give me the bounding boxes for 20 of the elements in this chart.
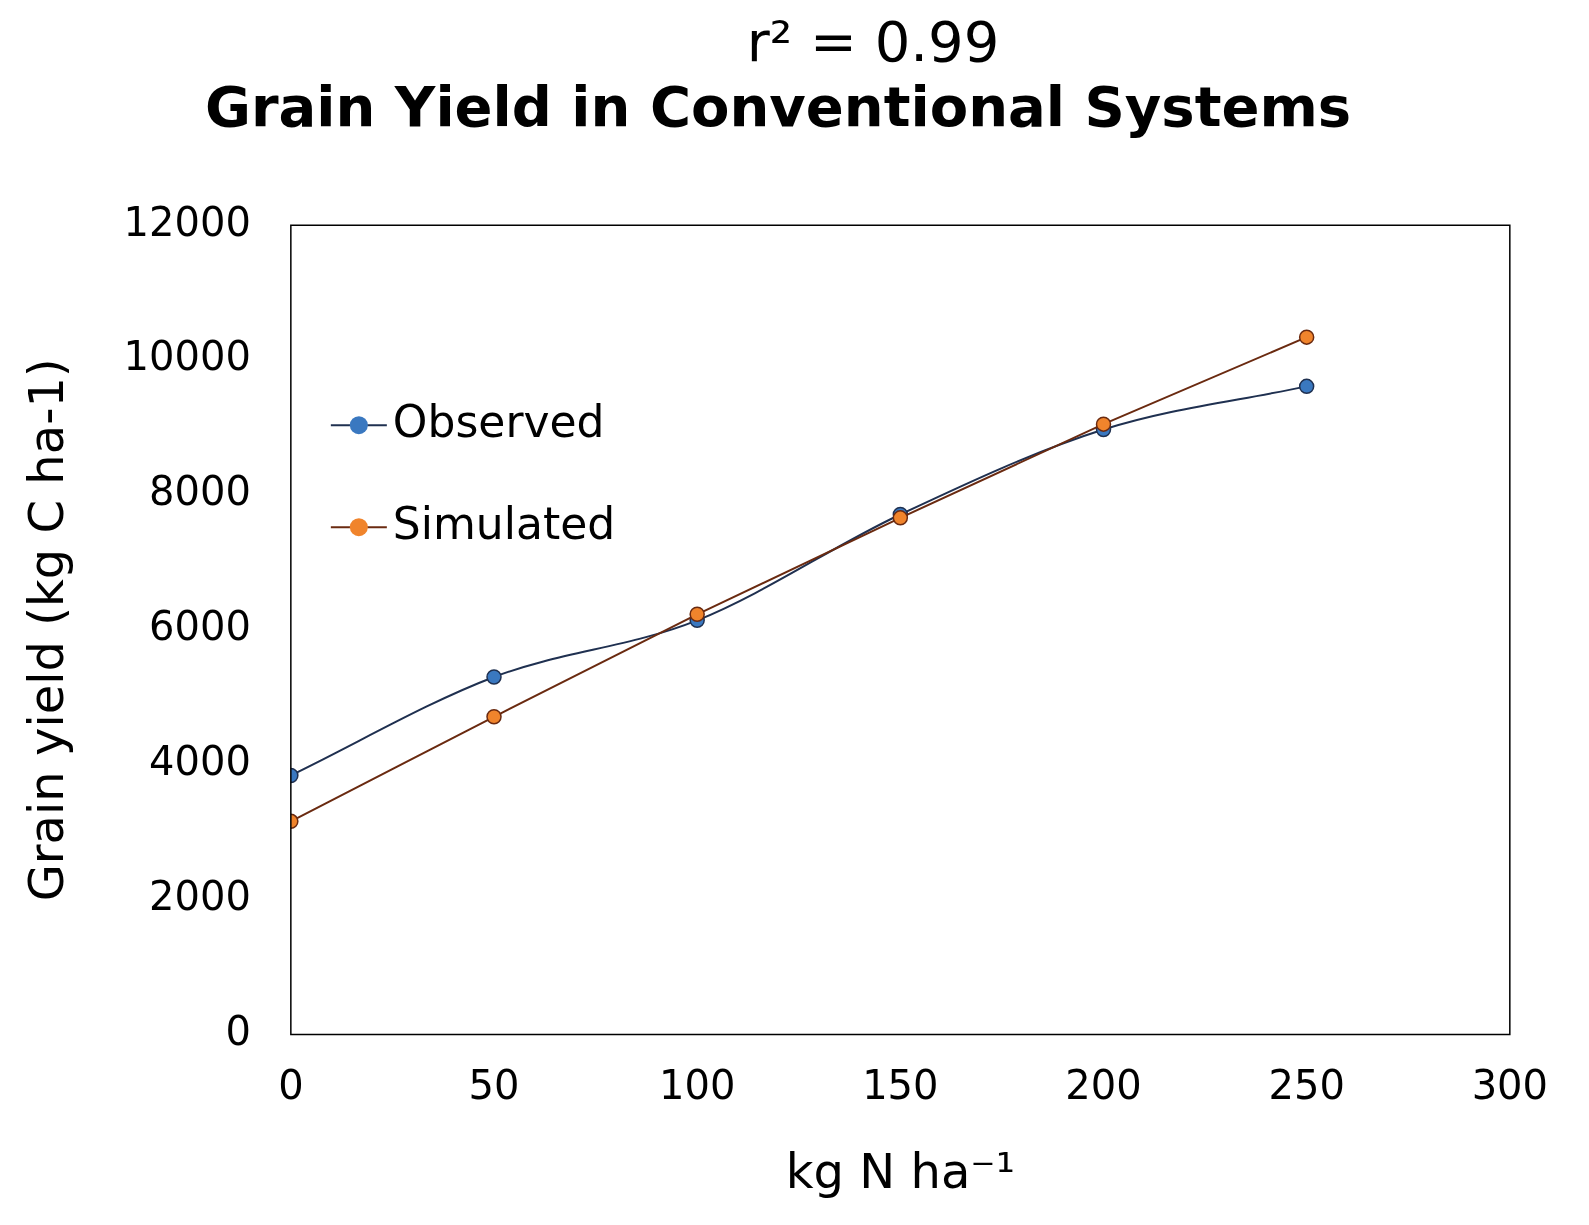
- x-tick-label: 250: [1268, 1061, 1345, 1108]
- y-axis-title: Grain yield (kg C ha-1): [18, 358, 75, 902]
- y-tick-label: 12000: [123, 198, 251, 245]
- text: r² = 0.99: [746, 8, 1000, 74]
- x-tick-label: 150: [862, 1061, 939, 1108]
- x-tick-label: 50: [468, 1061, 520, 1108]
- y-tick-label: 4000: [149, 738, 251, 785]
- x-tick-label: 100: [658, 1061, 736, 1108]
- legend-label: Simulated: [392, 497, 616, 549]
- y-tick-label: 6000: [149, 603, 251, 650]
- x-tick-label: 0: [278, 1061, 304, 1108]
- y-tick-label: 0: [225, 1007, 251, 1054]
- chart-title: Grain Yield in Conventional Systems: [204, 74, 1352, 140]
- legend-label: Observed: [392, 395, 605, 447]
- y-tick-label: 10000: [123, 333, 251, 380]
- x-tick-label: 200: [1065, 1061, 1142, 1108]
- y-tick-label: 2000: [149, 872, 251, 919]
- x-tick-label: 300: [1471, 1061, 1549, 1108]
- y-tick-label: 8000: [149, 468, 251, 515]
- x-axis-title: kg N ha⁻¹: [785, 1142, 1015, 1199]
